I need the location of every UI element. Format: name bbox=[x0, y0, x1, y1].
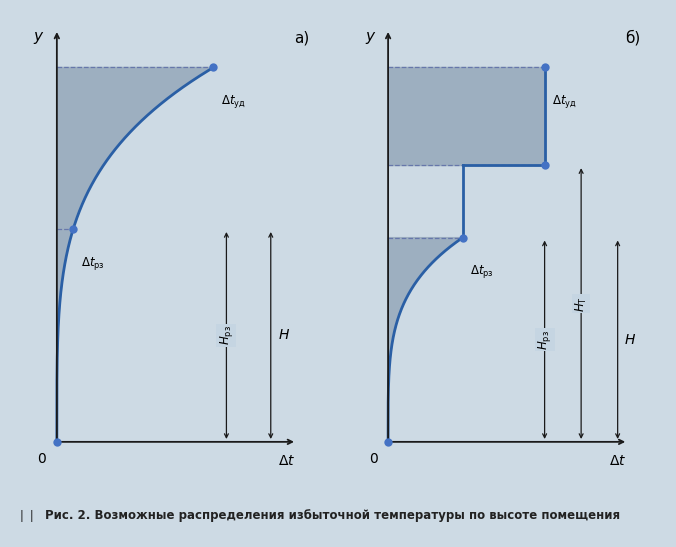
Text: y: y bbox=[365, 29, 374, 44]
Text: 0: 0 bbox=[38, 452, 47, 466]
Text: $\Delta t$: $\Delta t$ bbox=[609, 454, 627, 468]
Text: $H_{\rm Т}$: $H_{\rm Т}$ bbox=[573, 295, 589, 312]
Polygon shape bbox=[57, 229, 73, 442]
Text: $\Delta t_{\rm уд}$: $\Delta t_{\rm уд}$ bbox=[221, 93, 245, 110]
Polygon shape bbox=[388, 67, 545, 165]
Polygon shape bbox=[57, 67, 214, 229]
Text: H: H bbox=[625, 333, 635, 347]
Text: а): а) bbox=[294, 30, 309, 45]
Text: y: y bbox=[34, 29, 43, 44]
Text: ❘❘  Рис. 2. Возможные распределения избыточной температуры по высоте помещения: ❘❘ Рис. 2. Возможные распределения избыт… bbox=[17, 509, 620, 522]
Text: $\Delta t$: $\Delta t$ bbox=[278, 454, 295, 468]
Text: 0: 0 bbox=[369, 452, 378, 466]
Text: $\Delta t_{\rm рз}$: $\Delta t_{\rm рз}$ bbox=[470, 263, 494, 280]
Text: H: H bbox=[279, 329, 289, 342]
Text: $\Delta t_{\rm уд}$: $\Delta t_{\rm уд}$ bbox=[552, 93, 577, 110]
Text: $H_{\rm рз}$: $H_{\rm рз}$ bbox=[218, 325, 235, 346]
Text: $H_{\rm рз}$: $H_{\rm рз}$ bbox=[536, 330, 553, 350]
Text: б): б) bbox=[625, 30, 640, 46]
Polygon shape bbox=[388, 237, 462, 442]
Text: $\Delta t_{\rm рз}$: $\Delta t_{\rm рз}$ bbox=[80, 255, 104, 272]
